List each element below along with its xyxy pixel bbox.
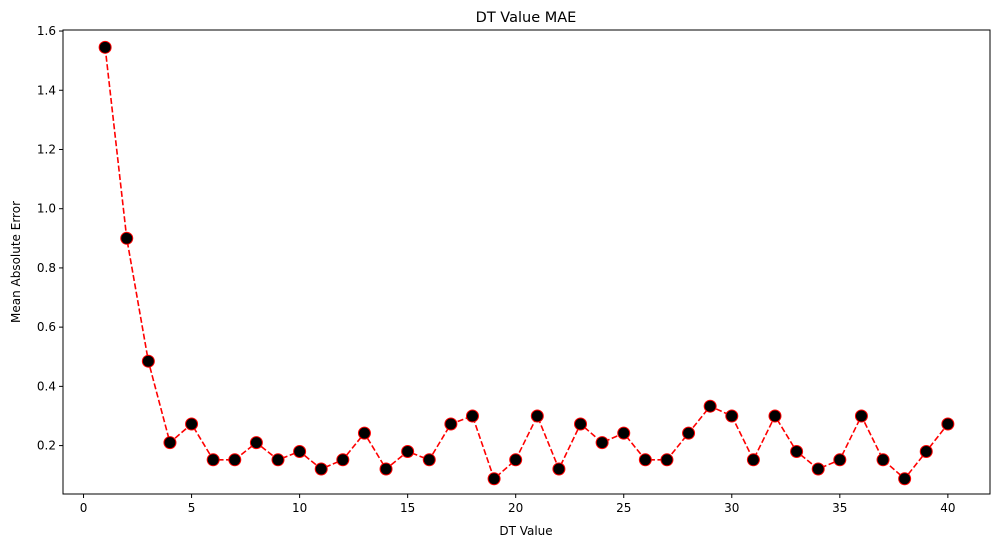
x-tick-label: 5 (188, 501, 196, 515)
x-axis: 0 5 10 15 20 25 30 35 40 (80, 494, 956, 515)
y-tick-label: 1.2 (37, 142, 56, 156)
data-point (249, 436, 263, 450)
data-point (120, 231, 134, 245)
y-tick-label: 1.4 (37, 83, 56, 97)
data-point (703, 399, 717, 413)
x-tick-label: 10 (292, 501, 307, 515)
data-point (768, 409, 782, 423)
data-point (228, 453, 242, 467)
data-point (293, 445, 307, 459)
x-tick-label: 40 (940, 501, 955, 515)
data-point (487, 472, 501, 486)
y-tick-label: 0.2 (37, 439, 56, 453)
data-point (682, 426, 696, 440)
data-point (271, 453, 285, 467)
data-point (919, 445, 933, 459)
data-point (833, 453, 847, 467)
data-point (357, 426, 371, 440)
x-tick-label: 15 (400, 501, 415, 515)
data-point (163, 436, 177, 450)
data-point (617, 426, 631, 440)
data-point (746, 453, 760, 467)
chart-title: DT Value MAE (476, 10, 577, 26)
data-point (465, 409, 479, 423)
data-point (595, 436, 609, 450)
data-point (314, 462, 328, 476)
y-tick-label: 1.0 (37, 202, 56, 216)
data-point (141, 354, 155, 368)
data-point (206, 453, 220, 467)
data-point (854, 409, 868, 423)
data-point (574, 417, 588, 431)
data-point (444, 417, 458, 431)
data-point (876, 453, 890, 467)
data-point (790, 445, 804, 459)
series-line (104, 47, 949, 481)
data-point (422, 453, 436, 467)
data-point (509, 453, 523, 467)
data-point (811, 462, 825, 476)
data-point (898, 472, 912, 486)
x-tick-label: 30 (724, 501, 739, 515)
data-point (185, 417, 199, 431)
data-point (379, 462, 393, 476)
x-tick-label: 25 (616, 501, 631, 515)
y-axis: 0.2 0.4 0.6 0.8 1.0 1.2 1.4 1.6 (37, 24, 63, 453)
data-point (98, 40, 112, 54)
x-tick-label: 20 (508, 501, 523, 515)
y-tick-label: 0.8 (37, 261, 56, 275)
x-tick-label: 0 (80, 501, 88, 515)
data-point (552, 462, 566, 476)
data-point (660, 453, 674, 467)
data-point (725, 409, 739, 423)
data-point (530, 409, 544, 423)
y-tick-label: 0.6 (37, 320, 56, 334)
x-axis-label: DT Value (499, 524, 552, 538)
x-tick-label: 35 (832, 501, 847, 515)
y-axis-label: Mean Absolute Error (9, 201, 23, 323)
data-point (401, 445, 415, 459)
data-point (336, 453, 350, 467)
y-tick-label: 1.6 (37, 24, 56, 38)
plot-frame (62, 29, 991, 495)
data-point (638, 453, 652, 467)
y-tick-label: 0.4 (37, 379, 56, 393)
plot-area (98, 40, 955, 486)
data-point (941, 417, 955, 431)
